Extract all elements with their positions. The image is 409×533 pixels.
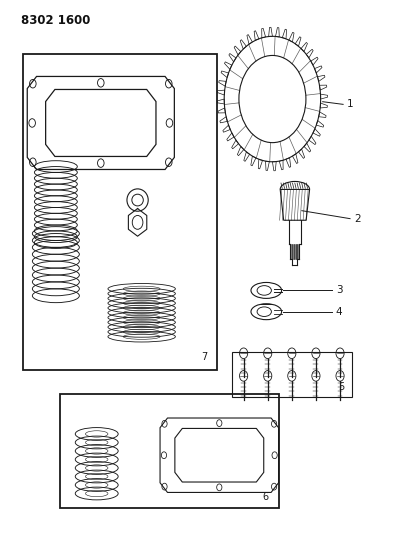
Bar xyxy=(23,54,217,370)
Text: 4: 4 xyxy=(335,306,342,317)
Text: 1: 1 xyxy=(346,99,353,109)
Text: 3: 3 xyxy=(335,286,342,295)
Text: 8302 1600: 8302 1600 xyxy=(21,14,90,27)
Text: 6: 6 xyxy=(262,492,267,502)
Bar xyxy=(231,352,351,397)
Bar xyxy=(60,394,278,508)
Text: 2: 2 xyxy=(353,214,360,224)
Text: 5: 5 xyxy=(338,383,344,392)
Text: 7: 7 xyxy=(200,352,207,362)
